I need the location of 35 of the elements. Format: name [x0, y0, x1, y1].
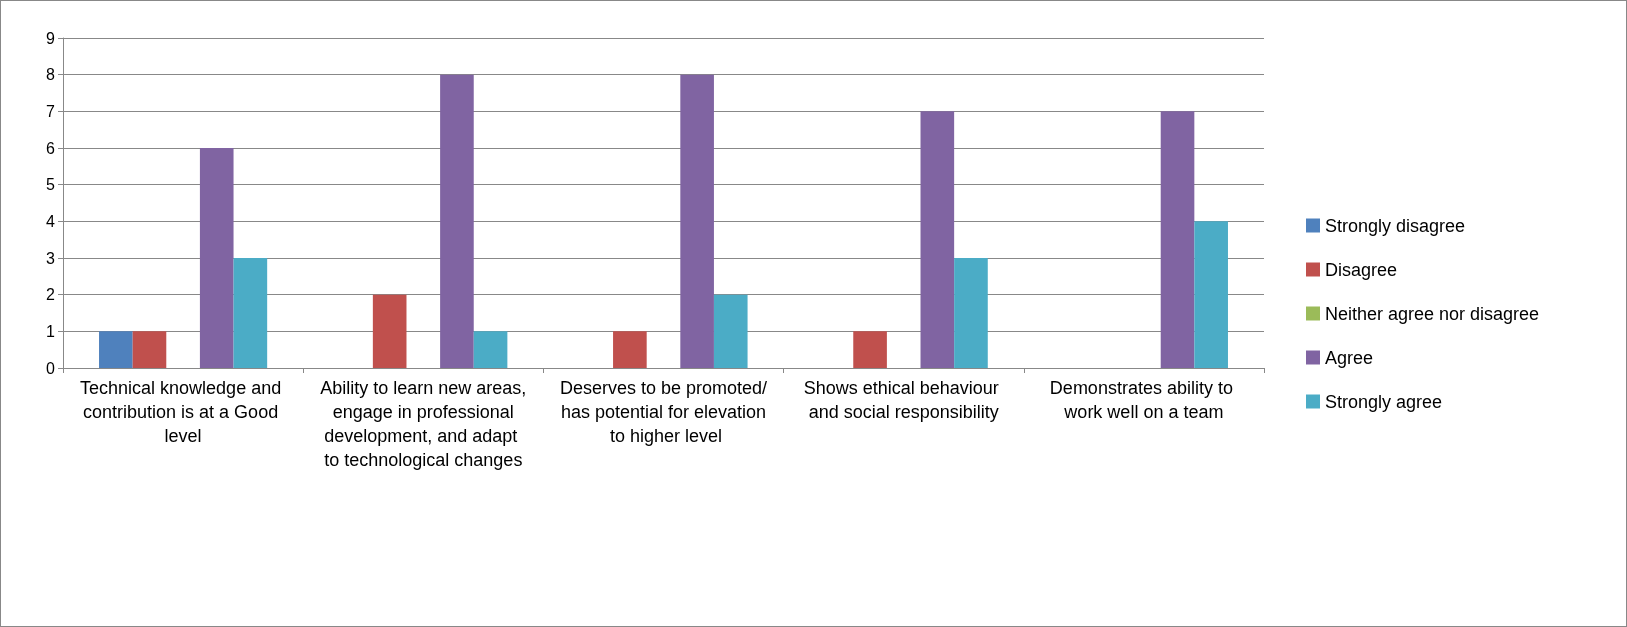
x-tick-label: Demonstrates ability to work well on a team: [1049, 378, 1238, 422]
bar: [713, 294, 748, 368]
y-tick-label: 6: [46, 139, 56, 157]
x-tick-label: Shows ethical behaviour and social responsibility: [803, 378, 1004, 422]
legend-label: Strongly disagree: [1325, 215, 1466, 236]
bar: [1194, 221, 1228, 368]
y-tick-label: 3: [46, 249, 56, 267]
bar: [199, 148, 234, 368]
bar: [1160, 111, 1195, 368]
y-tick-label: 8: [46, 66, 56, 84]
legend-label: Disagree: [1325, 259, 1398, 280]
legend-label: Agree: [1325, 347, 1374, 368]
y-tick-label: 5: [46, 176, 56, 194]
bar: [132, 331, 167, 368]
y-tick-label: 0: [46, 359, 56, 377]
x-tick-label: Deserves to be promoted/has potential for elevation to higher level: [559, 378, 768, 446]
legend-label: Neither agree nor disagree: [1325, 303, 1540, 324]
y-tick-label: 2: [46, 286, 56, 304]
y-tick-label: 9: [46, 29, 56, 47]
y-tick-label: 1: [46, 322, 56, 340]
x-tick-label: Ability to learn new areas, engage in professional development, and adapt to technological changes: [320, 378, 527, 470]
bar: [233, 258, 268, 368]
legend-label: Strongly agree: [1325, 391, 1443, 412]
bar: [99, 331, 133, 368]
y-tick-label: 7: [46, 102, 56, 120]
bar: [473, 331, 508, 368]
bar: [954, 258, 988, 368]
x-tick-label: Technical knowledge and contribution is at a Good level: [80, 378, 287, 446]
bar: [613, 331, 647, 368]
bar: [372, 294, 407, 368]
bar: [920, 111, 955, 368]
bar: [680, 74, 714, 368]
y-tick-label: 4: [46, 212, 56, 230]
bar: [440, 74, 474, 368]
bar: [853, 331, 887, 368]
